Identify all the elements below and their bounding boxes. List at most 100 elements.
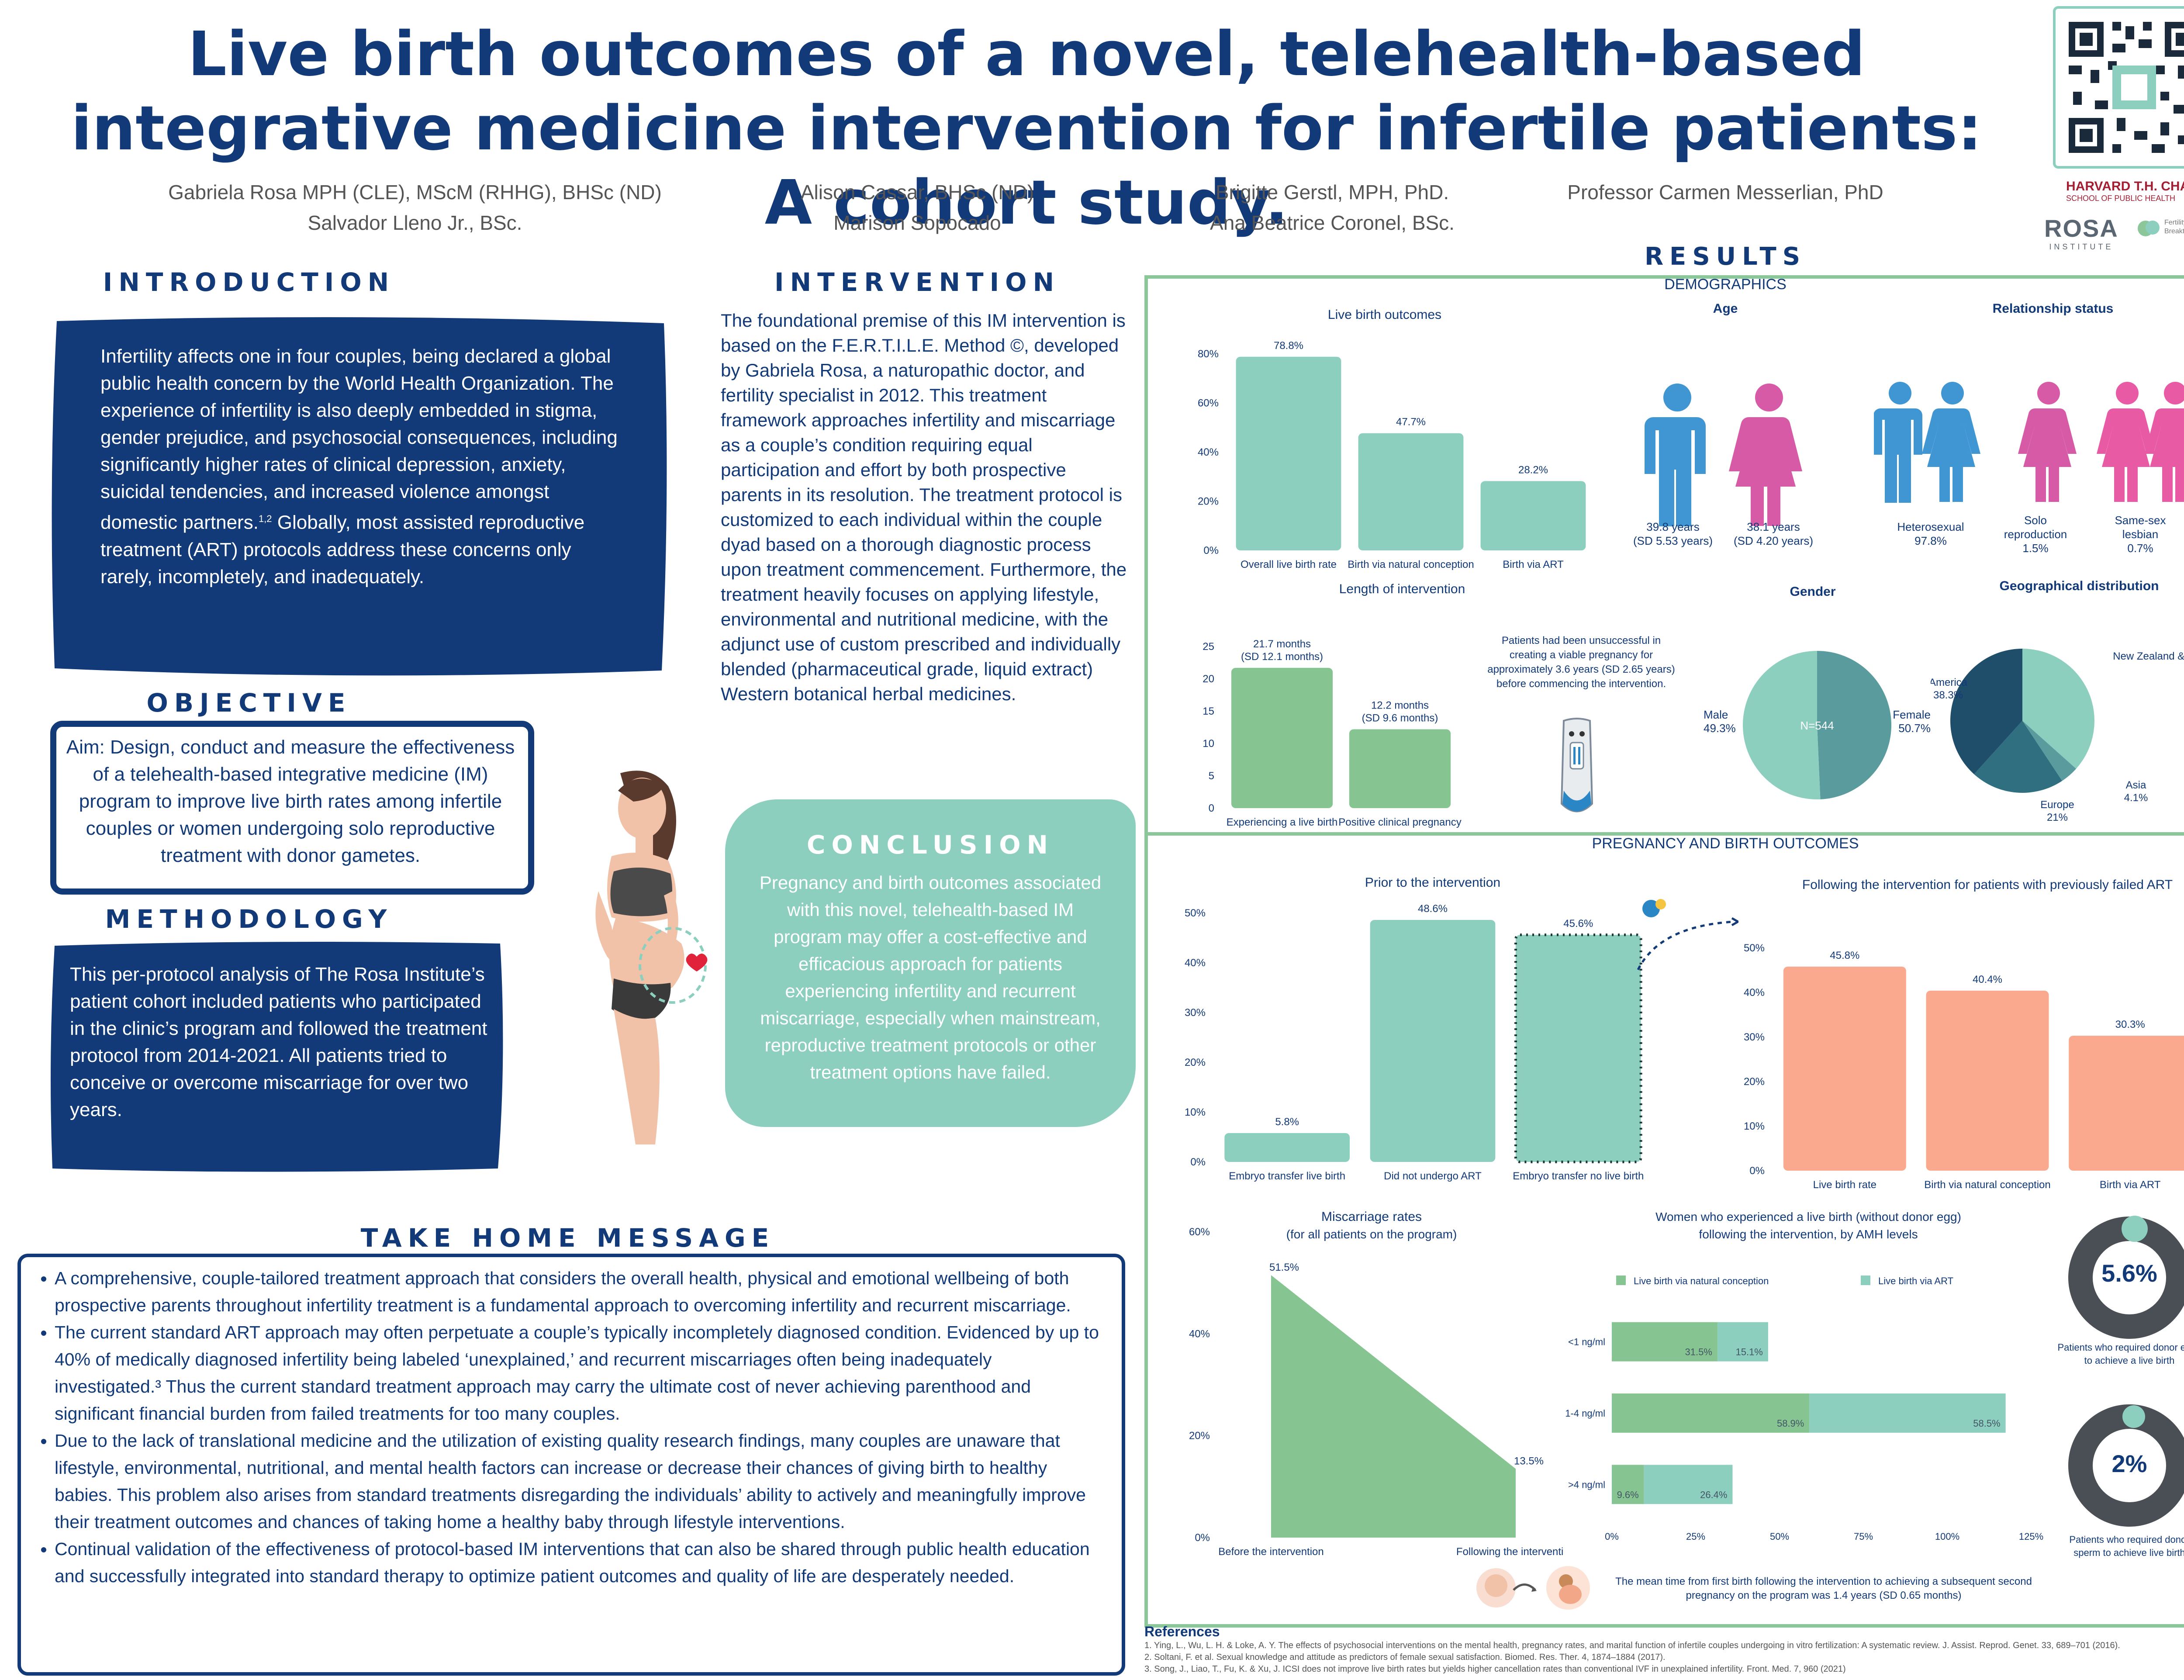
y-tick-label: <1 ng/ml — [1568, 1337, 1605, 1348]
y-tick-label: 60% — [1198, 398, 1219, 409]
legend-label: Live birth via natural conception — [1634, 1276, 1769, 1286]
x-tick-label: Birth via ART — [2100, 1179, 2161, 1191]
y-tick-label: >4 ng/ml — [1568, 1479, 1605, 1490]
age-title: Age — [1713, 301, 1738, 316]
x-tick-label: Did not undergo ART — [1384, 1170, 1482, 1182]
rel-het-label: Heterosexual — [1897, 520, 1964, 533]
take-home-box — [17, 1254, 1125, 1676]
pie-slice — [1817, 651, 1891, 799]
author-block-4: Professor Carmen Messerlian, PhD — [1507, 177, 1944, 207]
baby-to-pregnancy-icon — [1476, 1566, 1590, 1610]
reference-item: 3. Song, J., Liao, T., Fu, K. & Xu, J. I… — [1144, 1664, 1846, 1674]
y-tick-label: 40% — [1189, 1328, 1210, 1340]
data-label: 13.5% — [1514, 1455, 1544, 1467]
take-home-bullet: Due to the lack of translational medicin… — [55, 1427, 1101, 1535]
chart-subtitle: (for all patients on the program) — [1286, 1227, 1457, 1241]
slice-label: Europe 21% — [2040, 799, 2074, 821]
author-line: Gabriela Rosa MPH (CLE), MScM (RHHG), BH… — [168, 181, 662, 204]
take-home-bullet: A comprehensive, couple-tailored treatme… — [55, 1265, 1101, 1319]
take-home-list: A comprehensive, couple-tailored treatme… — [35, 1265, 1101, 1590]
y-tick-label: 5 — [1209, 770, 1214, 782]
data-label: 15.1% — [1735, 1347, 1762, 1358]
conclusion-heading: CONCLUSION — [806, 830, 1054, 860]
y-tick-label: 50% — [1185, 907, 1206, 919]
bar — [1349, 729, 1451, 808]
donor-sperm-caption: Patients who required donor sperm to ach… — [2069, 1534, 2184, 1558]
y-tick-label: 15 — [1203, 705, 1214, 717]
donor-eggs-value: 5.6% — [2101, 1259, 2157, 1287]
x-tick-label: Embryo transfer no live birth — [1513, 1170, 1644, 1182]
y-tick-label: 10% — [1744, 1120, 1765, 1132]
results-divider — [1144, 832, 2184, 836]
x-tick-label: Live birth rate — [1813, 1179, 1876, 1191]
chart-subtitle: following the intervention, by AMH level… — [1699, 1227, 1918, 1241]
pie-slice — [1743, 651, 1821, 799]
chart-title: Miscarriage rates — [1321, 1210, 1422, 1224]
rosa-logo: ROSA INSTITUTE — [2044, 214, 2118, 252]
harvard-logo-text: HARVARD T.H. CHAN — [2066, 179, 2184, 194]
gender-pie-chart: Male 49.3% Female 50.7% N=544 — [1704, 651, 1931, 799]
y-tick-label: 20% — [1198, 496, 1219, 508]
curved-arrow-icon — [1637, 899, 1738, 971]
y-tick-label: 20% — [1185, 1057, 1206, 1068]
conclusion-text: Pregnancy and birth outcomes associated … — [759, 872, 1102, 1082]
y-tick-label: 20% — [1189, 1430, 1210, 1442]
male-figure-icon — [1645, 384, 1706, 526]
y-tick-label: 30% — [1744, 1031, 1765, 1043]
slice-label: Female 50.7% — [1893, 708, 1931, 735]
y-tick-label: 50% — [1744, 942, 1765, 954]
rel-solo-label: Solo — [2024, 514, 2047, 527]
rosa-logo-text: ROSA — [2044, 214, 2118, 242]
data-label: 48.6% — [1418, 903, 1448, 915]
poster-title: Live birth outcomes of a novel, teleheal… — [71, 19, 1982, 239]
x-tick-label: 50% — [1770, 1531, 1789, 1542]
age-male-sd: (SD 5.53 years) — [1633, 534, 1713, 547]
area-fill — [1271, 1275, 1516, 1538]
chart-title: Following the intervention for patients … — [1802, 878, 2173, 892]
y-tick-label: 0% — [1203, 545, 1219, 557]
y-tick-label: 1-4 ng/ml — [1565, 1408, 1605, 1419]
bar — [1480, 481, 1586, 550]
author-line: Ana Beatrice Coronel, BSc. — [1210, 211, 1455, 234]
methodology-panel-bg — [51, 942, 503, 1172]
mean-time-note: The mean time from first birth following… — [1615, 1576, 2032, 1601]
author-line: Brigitte Gerstl, MPH, PhD. — [1215, 181, 1449, 204]
data-label: 45.6% — [1563, 918, 1593, 930]
harvard-logo-subtext: SCHOOL OF PUBLIC HEALTH — [2066, 194, 2176, 203]
qr-code[interactable] — [2053, 6, 2184, 169]
rosa-logo-subtext: INSTITUTE — [2049, 242, 2114, 251]
legend-label: Live birth via ART — [1878, 1276, 1953, 1286]
y-tick-label: 20% — [1744, 1076, 1765, 1088]
x-tick-label: 75% — [1854, 1531, 1873, 1542]
relationship-figures — [1874, 382, 2184, 503]
miscarriage-rates-chart: Miscarriage rates (for all patients on th… — [1189, 1210, 1564, 1558]
slice-label: New Zealand & Australia36.6% — [2113, 650, 2184, 675]
x-tick-label: 0% — [1605, 1531, 1619, 1542]
fertility-breakthrough-logo-icon — [2138, 221, 2160, 236]
age-female-sd: (SD 4.20 years) — [1733, 534, 1814, 547]
y-tick-label: 0% — [1190, 1156, 1206, 1168]
bar — [1514, 933, 1642, 1164]
live-birth-outcomes-chart: Live birth outcomes 0% 20% 40% 60% 80% 78.8% Ov… — [1198, 308, 1586, 570]
author-line: Marison Sopocado — [833, 211, 1001, 234]
citation-sup: 1,2 — [258, 513, 272, 524]
data-label: 28.2% — [1518, 464, 1548, 476]
age-female-caption: 38.1 years (SD 4.20 years) — [1717, 520, 1830, 548]
pregnancy-heading: PREGNANCY AND BIRTH OUTCOMES — [1592, 835, 1859, 852]
length-of-intervention-chart: Length of intervention 0 5 10 15 20 25 21.7 mon… — [1203, 582, 1465, 828]
legend-swatch — [1616, 1276, 1626, 1285]
x-tick-label: Birth via natural conception — [1348, 559, 1474, 570]
reference-item: 1. Ying, L., Wu, L. H. & Loke, A. Y. The… — [1144, 1641, 2120, 1650]
y-tick-label: 80% — [1198, 348, 1219, 360]
pregnant-woman-illustration-icon — [595, 771, 708, 1144]
y-tick-label: 40% — [1198, 446, 1219, 458]
x-tick-label: Embryo transfer live birth — [1229, 1170, 1345, 1182]
bar — [1358, 433, 1464, 550]
data-label: 9.6% — [1617, 1489, 1639, 1500]
conclusion-box — [725, 799, 1136, 1127]
pie-slice — [2022, 721, 2077, 781]
solo-reproduction-icon — [2018, 382, 2077, 502]
rel-solo-label-2: reproduction — [2004, 528, 2067, 541]
bar — [1926, 990, 2049, 1171]
x-tick-label: Overall live birth rate — [1241, 559, 1337, 570]
